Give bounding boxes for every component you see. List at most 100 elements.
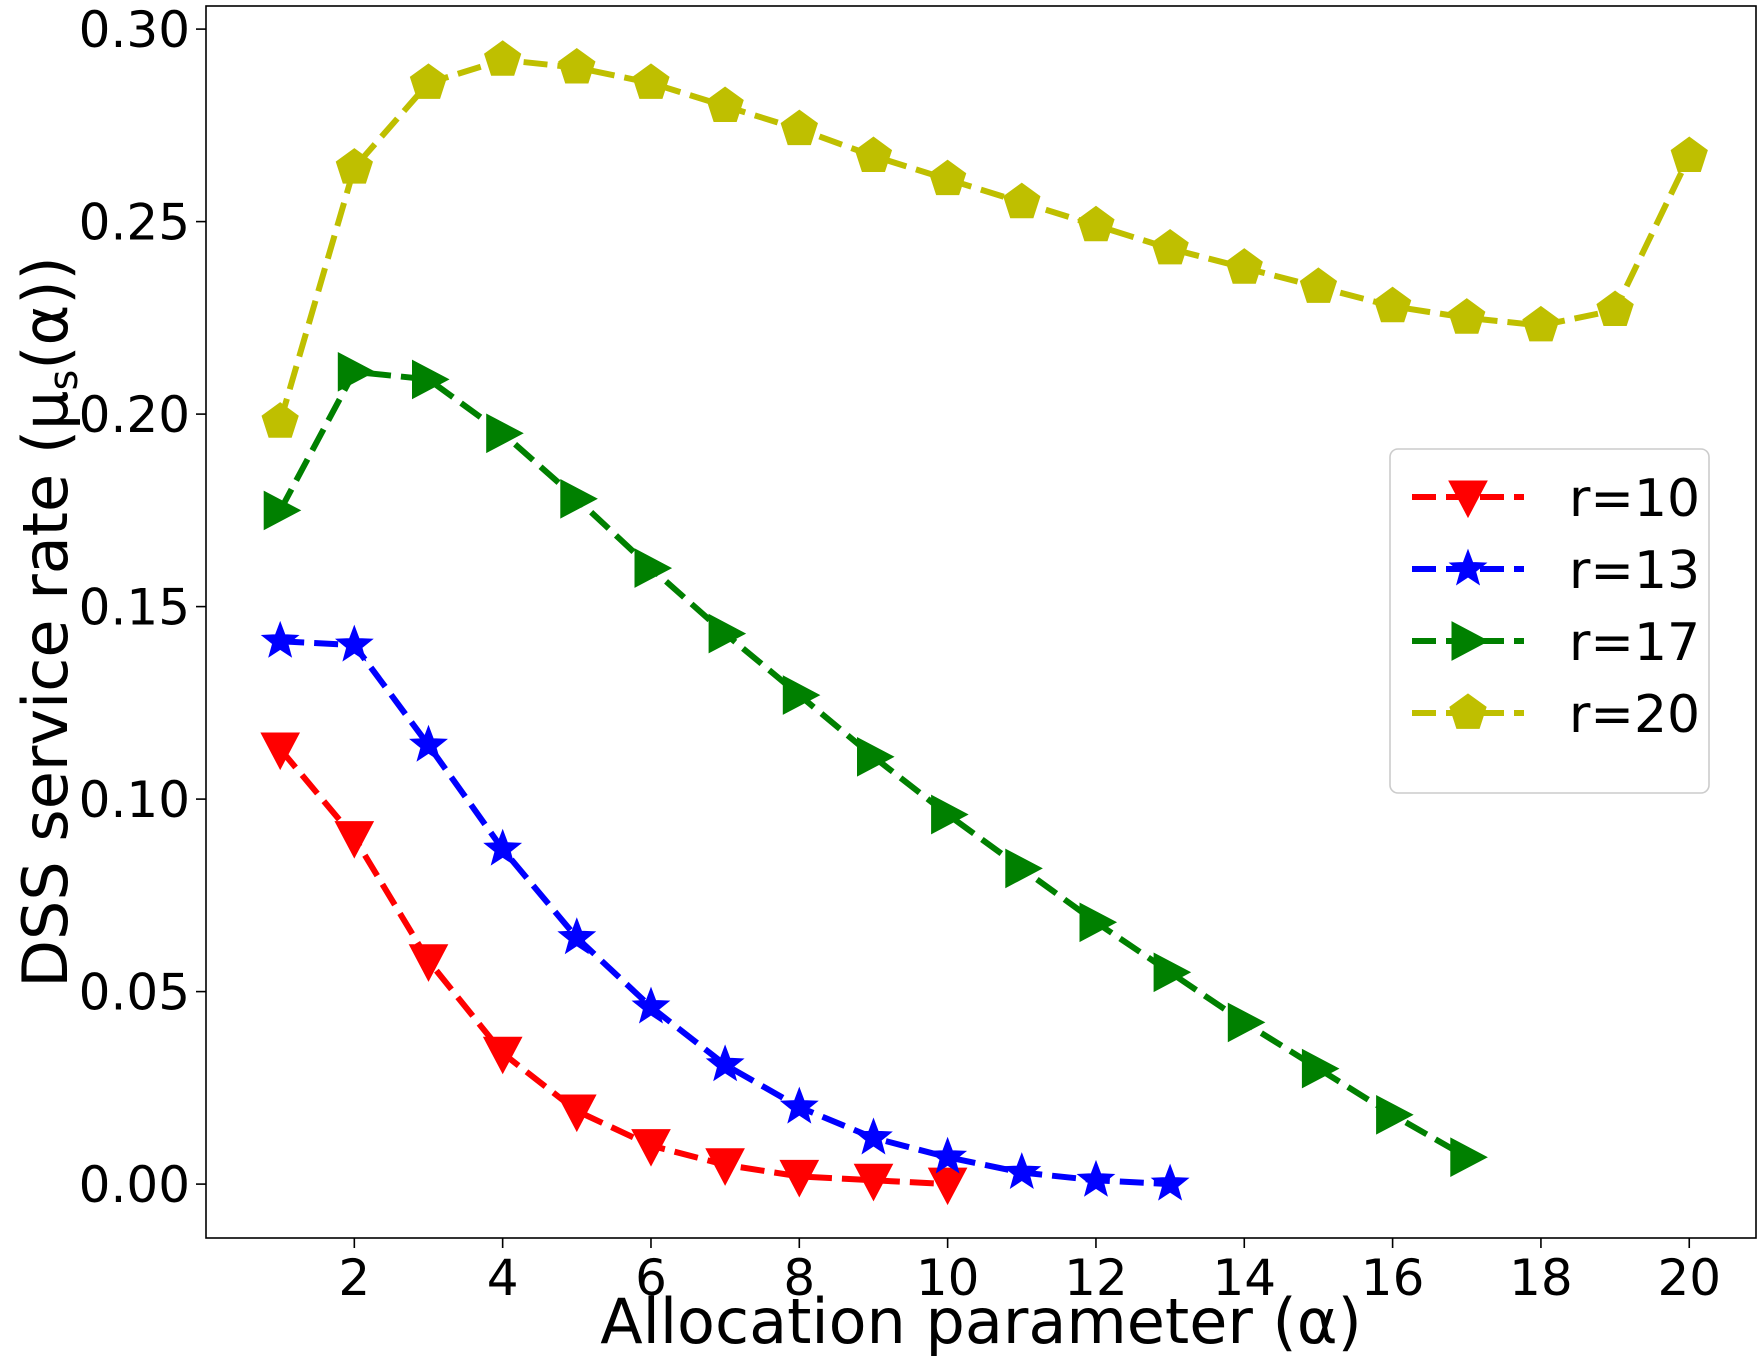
data-point (929, 159, 967, 196)
y-axis-label: DSS service rate (μs(α)) (9, 256, 87, 988)
data-point (409, 63, 448, 99)
plot-frame (205, 5, 1757, 1239)
legend-marker (1448, 480, 1488, 519)
data-point (780, 109, 818, 146)
data-point (706, 86, 744, 122)
data-point (1227, 1002, 1266, 1043)
data-point (1225, 248, 1263, 284)
data-point (1150, 1163, 1190, 1201)
data-point (408, 944, 449, 982)
x-tick-label: 6 (635, 1249, 667, 1307)
y-axis-label-subscript: s (41, 370, 87, 391)
data-point (705, 1148, 745, 1186)
legend-label: r=13 (1569, 541, 1700, 601)
legend-marker (1449, 693, 1487, 729)
legend-item-r=13: r=13 (1412, 541, 1700, 601)
legend-marker (1448, 548, 1488, 586)
x-tick-label: 20 (1657, 1249, 1721, 1307)
data-point (854, 1117, 893, 1155)
data-point (1299, 267, 1338, 303)
data-point (631, 986, 671, 1024)
series-line (277, 368, 1469, 1160)
data-point (1448, 298, 1486, 334)
x-tick-label: 14 (1212, 1249, 1276, 1307)
y-tick-label: 0.05 (79, 964, 190, 1022)
data-point (1003, 182, 1041, 219)
y-tick-label: 0.10 (79, 771, 190, 829)
data-point (412, 359, 450, 400)
data-point (705, 1044, 745, 1082)
data-point (779, 1159, 820, 1198)
y-tick-label: 0.25 (79, 194, 190, 252)
data-point (631, 1129, 671, 1167)
data-point (1076, 1159, 1116, 1197)
data-point (1376, 1094, 1414, 1135)
legend: r=10 r=13 r=17 r=20 (1389, 448, 1710, 794)
y-tick-label: 0.15 (79, 579, 190, 637)
data-point (1077, 205, 1115, 242)
legend-item-r=10: r=10 (1412, 469, 1700, 529)
data-point (634, 548, 673, 588)
y-tick-label: 0.00 (79, 1156, 190, 1214)
data-point (263, 490, 302, 531)
data-point (928, 1136, 968, 1174)
series-r=13 (260, 620, 1190, 1201)
x-axis: 2 4 6 8 10 12 14 16 18 20 (338, 1238, 1721, 1307)
data-point (484, 40, 522, 76)
data-point (335, 148, 373, 184)
data-point (1151, 228, 1189, 265)
data-point (483, 828, 523, 866)
series-layer (260, 40, 1708, 1206)
data-point (260, 620, 300, 658)
x-tick-label: 4 (487, 1249, 519, 1307)
data-point (931, 794, 969, 835)
data-point (779, 1086, 819, 1124)
x-axis-label: Allocation parameter (α) (600, 1285, 1362, 1358)
data-point (558, 47, 596, 84)
series-line (277, 747, 948, 1188)
data-point (1670, 136, 1708, 172)
data-point (1373, 286, 1412, 323)
data-point (334, 821, 375, 859)
legend-label: r=17 (1569, 613, 1700, 673)
series-r=20 (261, 40, 1708, 438)
data-point (854, 136, 893, 172)
series-r=17 (263, 351, 1488, 1178)
data-point (853, 1163, 894, 1202)
y-axis-label-main: DSS service rate (μ (9, 391, 82, 988)
x-tick-label: 8 (783, 1249, 815, 1307)
x-tick-label: 12 (1064, 1249, 1128, 1307)
data-point (337, 351, 376, 392)
y-tick-label: 0.30 (79, 1, 190, 59)
y-axis: 0.00 0.05 0.10 0.15 0.20 0.25 0.30 (79, 1, 206, 1214)
legend-item-r=17: r=17 (1412, 613, 1700, 673)
data-point (260, 732, 301, 771)
legend-label: r=20 (1569, 685, 1700, 745)
data-point (1522, 305, 1560, 342)
data-point (560, 478, 598, 519)
data-point (1153, 952, 1192, 993)
data-point (1301, 1048, 1340, 1089)
x-tick-label: 10 (916, 1249, 980, 1307)
data-point (857, 736, 895, 777)
series-r=10 (260, 732, 968, 1206)
data-point (334, 624, 374, 662)
data-point (708, 613, 747, 654)
data-point (556, 1094, 597, 1133)
data-point (1450, 1137, 1488, 1178)
data-point (482, 1036, 523, 1075)
data-point (1079, 902, 1118, 943)
data-point (1002, 1152, 1042, 1190)
legend-item-r=20: r=20 (1412, 685, 1700, 745)
data-point (557, 917, 597, 955)
data-point (1005, 848, 1043, 889)
data-point (1596, 290, 1634, 326)
y-tick-label: 0.20 (79, 386, 190, 444)
data-point (486, 413, 524, 454)
x-tick-label: 18 (1509, 1249, 1573, 1307)
x-tick-label: 16 (1361, 1249, 1425, 1307)
x-tick-label: 2 (338, 1249, 370, 1307)
legend-marker (1451, 621, 1490, 661)
data-point (632, 63, 670, 99)
